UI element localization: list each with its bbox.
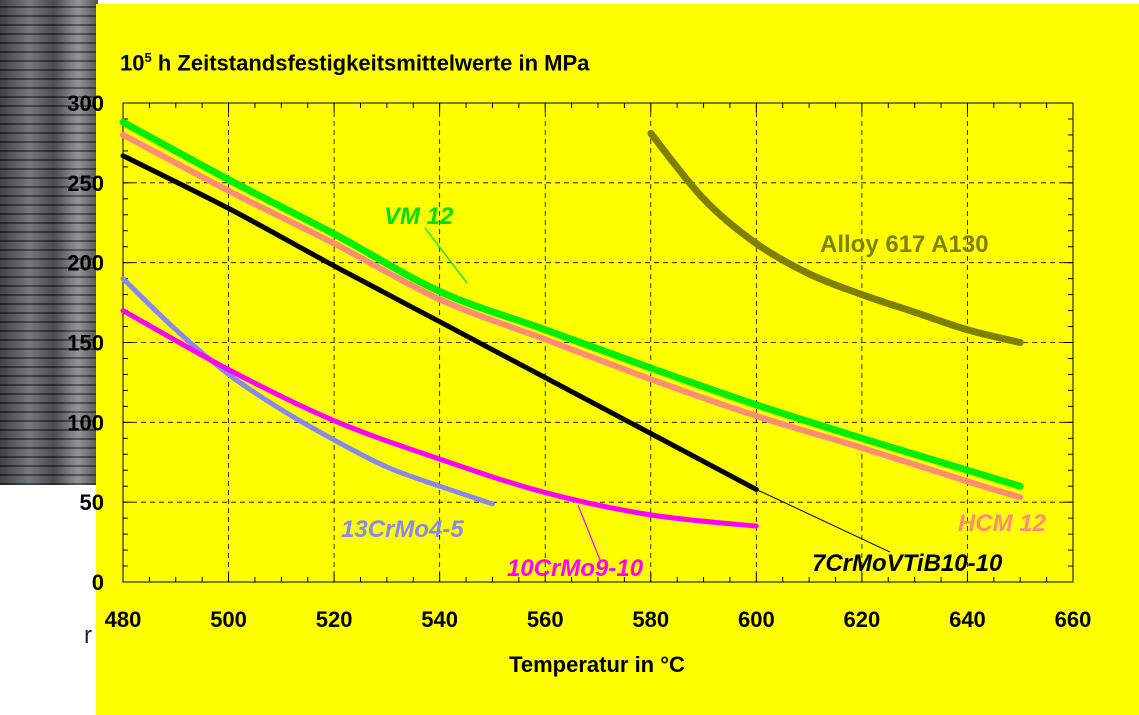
series-line-vm-12 xyxy=(119,118,1024,490)
plot-frame xyxy=(122,102,1074,583)
x-tick-label-540: 540 xyxy=(421,607,458,632)
y-tick-label-50: 50 xyxy=(80,490,104,515)
x-axis-label: Temperatur in °C xyxy=(509,652,685,677)
title-unit: h xyxy=(157,50,172,76)
label-10crmo910: 10CrMo9-10 xyxy=(507,555,644,582)
label-7crmovtib: 7CrMoVTiB10-10 xyxy=(812,550,1003,577)
y-tick-label-100: 100 xyxy=(67,410,104,435)
y-tick-label-300: 300 xyxy=(67,91,104,116)
series-layer xyxy=(119,118,1024,529)
y-tick-label-200: 200 xyxy=(67,251,104,276)
series-line-hcm-12 xyxy=(120,131,1024,501)
chart-title: 105 h Zeitstandsfestigkeitsmittelwerte i… xyxy=(120,50,589,76)
title-prefix: 10 xyxy=(120,50,145,76)
title-superscript: 5 xyxy=(144,50,152,65)
label-alloy617: Alloy 617 A130 xyxy=(820,231,989,258)
x-tick-label-580: 580 xyxy=(632,607,669,632)
label-13crmo45: 13CrMo4-5 xyxy=(341,516,464,543)
x-tick-label-500: 500 xyxy=(210,607,247,632)
x-tick-label-600: 600 xyxy=(738,607,775,632)
grid-layer xyxy=(123,103,1073,582)
axis-layer: 480 500 520 540 560 580 600 620 640 660 0 50 100 150 2… xyxy=(67,91,1091,632)
x-tick-label-660: 660 xyxy=(1055,607,1092,632)
stray-text-fragment: r xyxy=(84,622,92,649)
y-tick-label-0: 0 xyxy=(92,570,104,595)
background-photo-fragment xyxy=(0,0,98,485)
series-line-7crmovtib10-10 xyxy=(120,153,759,492)
photo-texture xyxy=(0,0,98,485)
x-tick-label-560: 560 xyxy=(527,607,564,632)
series-line-10crmo9-10 xyxy=(120,308,759,529)
leader-line-10crmo910 xyxy=(577,504,601,561)
y-tick-label-250: 250 xyxy=(67,171,104,196)
series-line-13crmo4-5 xyxy=(120,276,495,507)
label-layer: VM 12 Alloy 617 A130 HCM 12 13CrMo4-5 10… xyxy=(341,203,1047,677)
leader-layer xyxy=(424,227,891,561)
title-text: Zeitstandsfestigkeitsmittelwerte in MPa xyxy=(177,50,590,76)
x-tick-label-520: 520 xyxy=(316,607,353,632)
x-tick-label-480: 480 xyxy=(105,607,142,632)
leader-line-7crmovtib xyxy=(756,488,891,553)
label-hcm12: HCM 12 xyxy=(958,510,1047,537)
x-tick-label-620: 620 xyxy=(844,607,881,632)
y-tick-label-150: 150 xyxy=(67,331,104,356)
label-vm12: VM 12 xyxy=(384,203,454,230)
leader-line-vm12 xyxy=(424,227,468,284)
series-line-alloy-617-a130 xyxy=(647,129,1024,346)
x-tick-label-640: 640 xyxy=(949,607,986,632)
